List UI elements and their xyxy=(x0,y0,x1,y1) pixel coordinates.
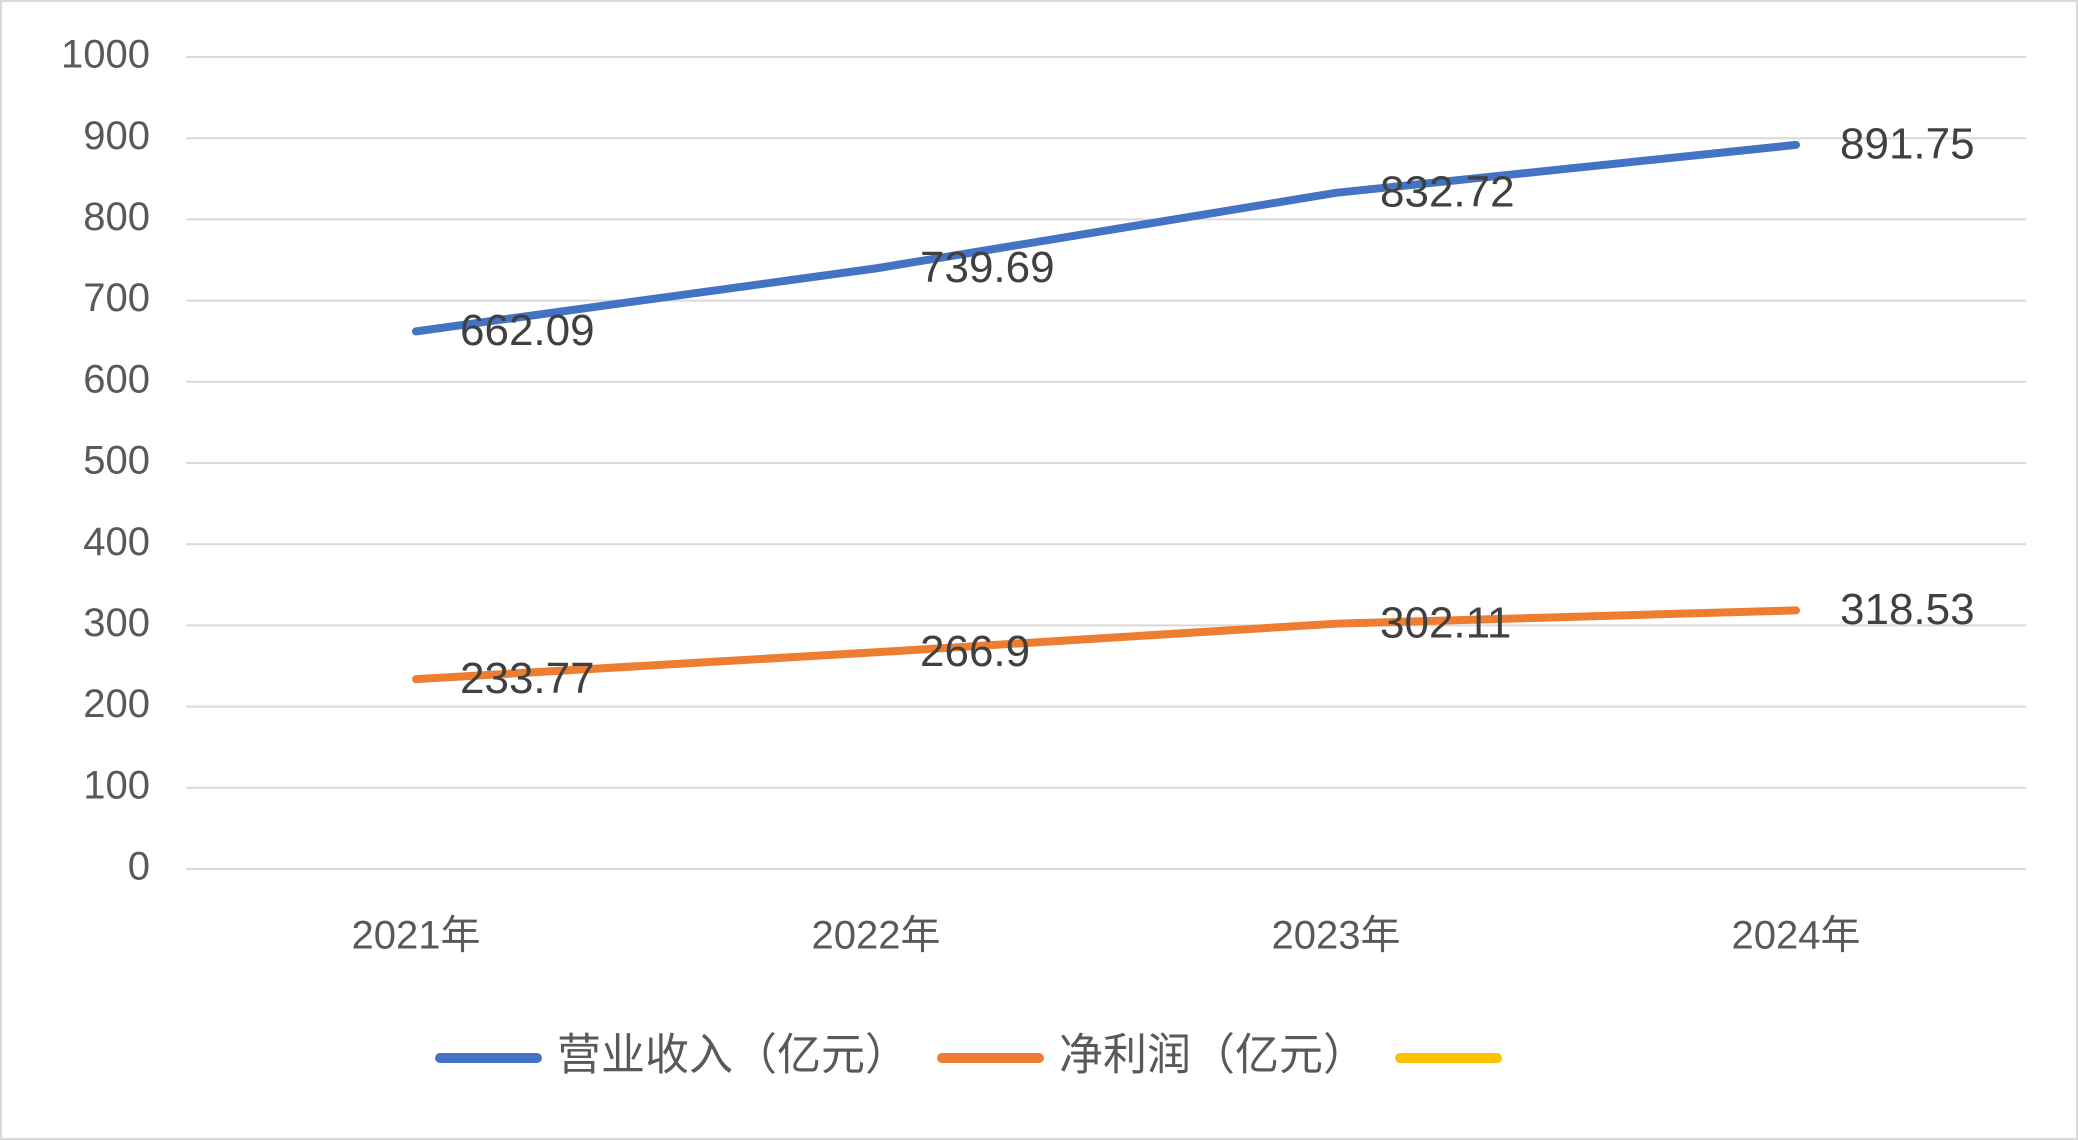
legend-label: 营业收入（亿元） xyxy=(557,1031,909,1080)
x-tick-label: 2022年 xyxy=(812,914,941,958)
data-label: 302.11 xyxy=(1380,598,1511,647)
data-label: 662.09 xyxy=(460,306,595,355)
data-label: 891.75 xyxy=(1840,120,1975,169)
y-tick-label: 800 xyxy=(83,195,150,239)
y-tick-label: 900 xyxy=(83,114,150,158)
y-tick-label: 200 xyxy=(83,682,150,726)
x-tick-label: 2024年 xyxy=(1732,914,1861,958)
y-tick-label: 0 xyxy=(128,845,150,889)
data-label: 832.72 xyxy=(1380,167,1515,216)
y-tick-label: 700 xyxy=(83,276,150,320)
series-line xyxy=(412,606,1800,684)
x-tick-label: 2021年 xyxy=(352,914,481,958)
y-tick-label: 500 xyxy=(83,439,150,483)
data-label: 233.77 xyxy=(460,654,595,703)
data-label: 266.9 xyxy=(920,627,1030,676)
y-tick-label: 100 xyxy=(83,763,150,807)
y-tick-label: 600 xyxy=(83,357,150,401)
data-label: 318.53 xyxy=(1840,585,1975,634)
y-tick-label: 400 xyxy=(83,520,150,564)
y-tick-label: 300 xyxy=(83,601,150,645)
data-label: 739.69 xyxy=(920,243,1055,292)
series-line xyxy=(412,140,1800,336)
x-tick-label: 2023年 xyxy=(1272,914,1401,958)
legend-label: 净利润（亿元） xyxy=(1059,1031,1367,1080)
y-tick-label: 1000 xyxy=(61,33,150,77)
